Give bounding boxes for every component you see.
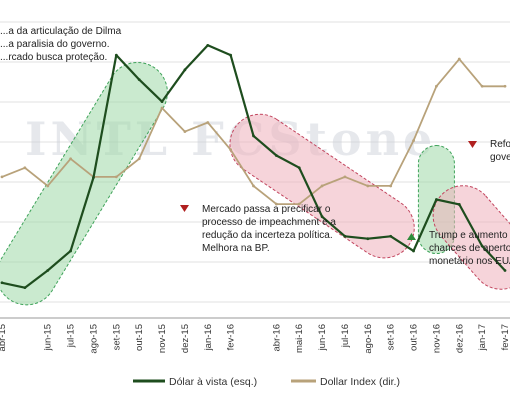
data-point-dollar-index	[23, 166, 27, 170]
x-tick-label: out-15	[134, 324, 145, 351]
legend-label-dollar-index: Dollar Index (dir.)	[320, 376, 400, 388]
annotation-trump-line-2: chances de aperto	[429, 243, 510, 254]
data-point-usd-brl	[366, 237, 370, 241]
data-point-dollar-index	[137, 157, 141, 161]
x-tick-label: nov-16	[431, 324, 442, 353]
data-point-dollar-index	[160, 106, 164, 110]
data-point-usd-brl	[389, 234, 393, 238]
data-point-usd-brl	[480, 244, 484, 248]
annotation-dilma: ...a da articulação de Dilma ...a parali…	[0, 26, 122, 63]
data-point-dollar-index	[0, 175, 4, 179]
data-point-usd-brl	[114, 53, 118, 57]
annotation-impeachment-line-2: processo de impeachment e a	[202, 217, 336, 228]
data-point-dollar-index	[274, 202, 278, 206]
x-tick-label: fev-17	[500, 324, 510, 350]
annotation-impeachment-line-4: Melhora na BP.	[202, 243, 270, 254]
data-point-usd-brl	[320, 215, 324, 219]
data-point-dollar-index	[412, 139, 415, 143]
x-tick-label: set-15	[111, 324, 122, 350]
highlight-band-1	[0, 61, 168, 306]
data-point-dollar-index	[503, 84, 507, 88]
data-point-usd-brl	[0, 281, 4, 285]
data-point-dollar-index	[389, 184, 393, 188]
data-point-usd-brl	[503, 269, 507, 272]
data-point-dollar-index	[252, 184, 255, 188]
data-point-dollar-index	[183, 130, 187, 133]
annotation-trump-line-3: monetário nos EUA...	[429, 256, 510, 267]
x-tick-label: set-16	[386, 324, 397, 350]
annotation-reformas-line-2: gover...	[490, 152, 510, 163]
x-tick-label: jan-17	[477, 324, 488, 351]
data-point-usd-brl	[412, 249, 415, 253]
x-tick-label: nov-15	[157, 324, 168, 353]
x-tick-label: jul-16	[340, 324, 351, 348]
annotation-impeachment-line-3: redução da incerteza política.	[202, 230, 333, 241]
data-point-dollar-index	[366, 184, 370, 188]
x-tick-label: abr-15	[0, 324, 8, 351]
x-tick-label: dez-16	[454, 324, 465, 353]
annotation-reformas: Refo... gover...	[468, 139, 510, 163]
data-point-dollar-index	[46, 184, 50, 188]
data-point-usd-brl	[252, 134, 255, 138]
data-point-usd-brl	[137, 78, 141, 82]
x-tick-label: jul-15	[66, 324, 77, 348]
annotation-trump-line-1: Trump e aumento n...	[429, 230, 510, 241]
data-point-usd-brl	[160, 100, 164, 104]
x-tick-label: jun-16	[317, 324, 328, 351]
data-point-usd-brl	[457, 203, 461, 206]
x-tick-label: dez-15	[180, 324, 191, 353]
down-triangle-icon	[468, 141, 477, 148]
x-tick-label: ago-15	[88, 324, 99, 354]
data-point-dollar-index	[435, 84, 438, 88]
data-point-usd-brl	[69, 249, 72, 253]
data-point-dollar-index	[69, 157, 72, 161]
data-point-usd-brl	[229, 53, 233, 57]
x-tick-label: mai-16	[294, 324, 305, 353]
x-tick-label: ago-16	[363, 324, 374, 354]
data-point-usd-brl	[92, 176, 95, 179]
data-point-dollar-index	[297, 202, 301, 206]
x-tick-label: jan-16	[203, 324, 214, 351]
data-point-dollar-index	[114, 175, 118, 179]
data-point-usd-brl	[435, 198, 438, 201]
data-point-dollar-index	[457, 57, 461, 61]
data-point-usd-brl	[297, 166, 301, 170]
data-point-dollar-index	[206, 121, 210, 124]
data-point-dollar-index	[229, 148, 233, 152]
data-point-dollar-index	[343, 175, 347, 179]
annotation-impeachment: Mercado passa a precificar o processo de…	[180, 204, 336, 254]
x-tick-label: fev-16	[226, 324, 237, 350]
data-point-usd-brl	[343, 234, 347, 238]
data-point-dollar-index	[320, 184, 324, 188]
series-lines	[0, 43, 507, 290]
data-point-usd-brl	[274, 154, 278, 157]
data-point-dollar-index	[480, 84, 484, 88]
up-triangle-icon	[407, 233, 416, 240]
annotation-reformas-line-1: Refo...	[490, 139, 510, 150]
annotation-trump: Trump e aumento n... chances de aperto m…	[407, 230, 510, 267]
x-tick-label: jun-15	[43, 324, 54, 351]
x-tick-label: abr-16	[271, 324, 282, 351]
data-point-usd-brl	[23, 286, 27, 290]
x-tick-labels: abr-15 jun-15 jul-15 ago-15 set-15 out-15 nov-…	[0, 324, 510, 354]
annotation-dilma-line-3: ...rcado busca proteção.	[0, 52, 107, 63]
legend-label-usd-brl: Dólar à vista (esq.)	[169, 376, 257, 388]
data-point-usd-brl	[46, 269, 50, 272]
data-point-usd-brl	[183, 68, 187, 72]
highlight-band-4	[432, 185, 510, 290]
annotation-impeachment-line-1: Mercado passa a precificar o	[202, 204, 331, 215]
annotation-dilma-line-2: ...a paralisia do governo.	[0, 39, 110, 50]
annotation-dilma-line-1: ...a da articulação de Dilma	[0, 26, 122, 37]
legend: Dólar à vista (esq.) Dollar Index (dir.)	[133, 376, 400, 388]
x-tick-label: out-16	[409, 324, 420, 351]
down-triangle-icon	[180, 205, 189, 212]
data-point-usd-brl	[206, 43, 210, 47]
